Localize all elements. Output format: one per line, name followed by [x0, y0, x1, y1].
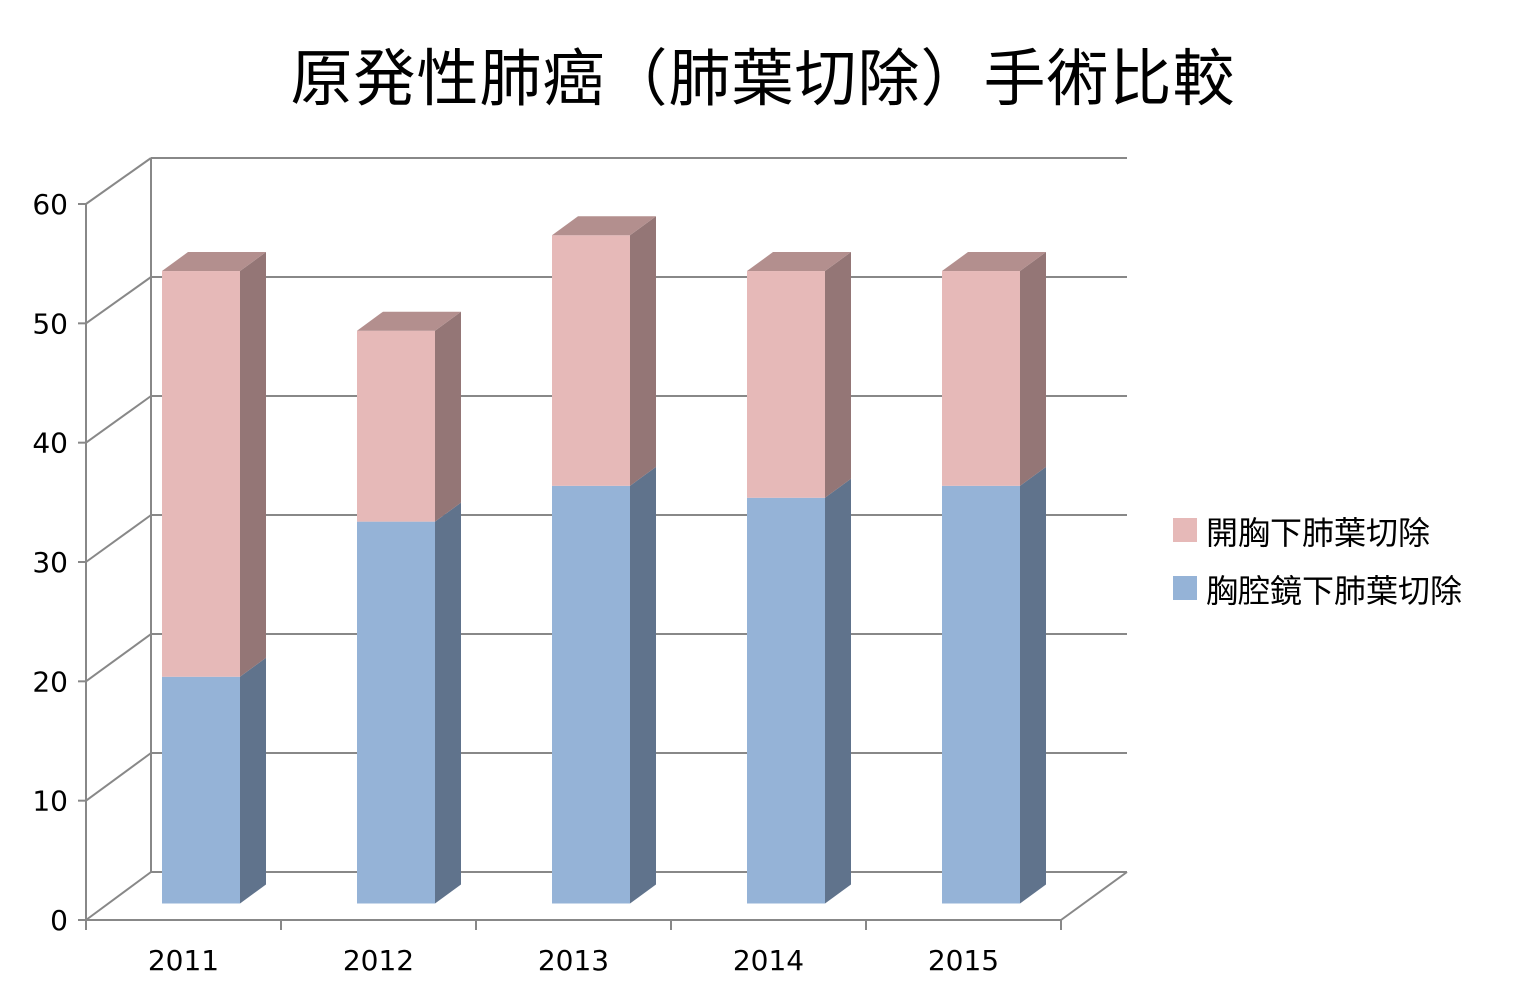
bar-top-face	[747, 252, 851, 272]
bar-segment	[552, 466, 656, 904]
gridline-diagonal	[85, 752, 152, 802]
bar-side-face	[1020, 466, 1046, 904]
bar-segment	[747, 478, 851, 904]
y-tick-label: 30	[32, 546, 68, 579]
gridline-diagonal	[85, 514, 152, 563]
gridline-diagonal	[85, 157, 152, 205]
bar-front-face	[942, 271, 1020, 486]
axis-layer: 0 10 20 30 40 50 60 2011 2012 2013 2014 2015	[32, 188, 1062, 977]
bar-side-face	[435, 311, 461, 522]
y-tick-label: 60	[32, 188, 68, 221]
bar-front-face	[357, 521, 435, 904]
y-tick-label: 10	[32, 785, 68, 818]
bar-segment	[357, 502, 461, 904]
legend-label: 胸腔鏡下肺葉切除	[1206, 572, 1462, 610]
bar-side-face	[825, 478, 851, 904]
bar-side-face	[630, 216, 656, 486]
bar-side-face	[240, 657, 266, 904]
bar-side-face	[240, 252, 266, 677]
bar-top-face	[357, 311, 461, 331]
x-tick-label: 2013	[538, 944, 609, 977]
y-tick-label: 0	[50, 904, 68, 937]
legend-swatch	[1173, 518, 1197, 542]
legend-swatch	[1173, 576, 1197, 600]
y-tick-label: 40	[32, 427, 68, 460]
x-tick-label: 2011	[148, 944, 219, 977]
bar-segment	[747, 252, 851, 498]
gridline-diagonal	[85, 395, 152, 444]
bar-front-face	[357, 330, 435, 522]
bar-segment	[357, 311, 461, 522]
bar-front-face	[162, 271, 240, 677]
bar-segment	[942, 466, 1046, 904]
bar-front-face	[942, 485, 1020, 904]
floor-right-edge	[1060, 871, 1128, 921]
bar-front-face	[552, 485, 630, 904]
gridline-diagonal	[85, 633, 152, 683]
bar-segment	[162, 252, 266, 677]
chart-title: 原発性肺癌（肺葉切除）手術比較	[290, 42, 1236, 115]
bar-segment	[552, 216, 656, 486]
x-tick-label: 2014	[733, 944, 804, 977]
bar-top-face	[552, 216, 656, 236]
bar-front-face	[552, 235, 630, 486]
bar-segment	[162, 657, 266, 904]
legend-label: 開胸下肺葉切除	[1206, 514, 1430, 552]
bar-front-face	[162, 676, 240, 904]
bar-front-face	[747, 271, 825, 498]
x-tick-label: 2012	[343, 944, 414, 977]
bar-front-face	[747, 497, 825, 904]
bar-segment	[942, 252, 1046, 486]
bar-top-face	[942, 252, 1046, 272]
gridline-diagonal	[85, 871, 152, 921]
bar-side-face	[1020, 252, 1046, 486]
bar-side-face	[825, 252, 851, 498]
gridline-diagonal	[85, 276, 152, 325]
bar-side-face	[435, 502, 461, 904]
x-tick-label: 2015	[928, 944, 999, 977]
y-tick-label: 20	[32, 665, 68, 698]
bar-top-face	[162, 252, 266, 272]
bar-side-face	[630, 466, 656, 904]
bars-layer	[162, 216, 1046, 904]
y-tick-label: 50	[32, 307, 68, 340]
